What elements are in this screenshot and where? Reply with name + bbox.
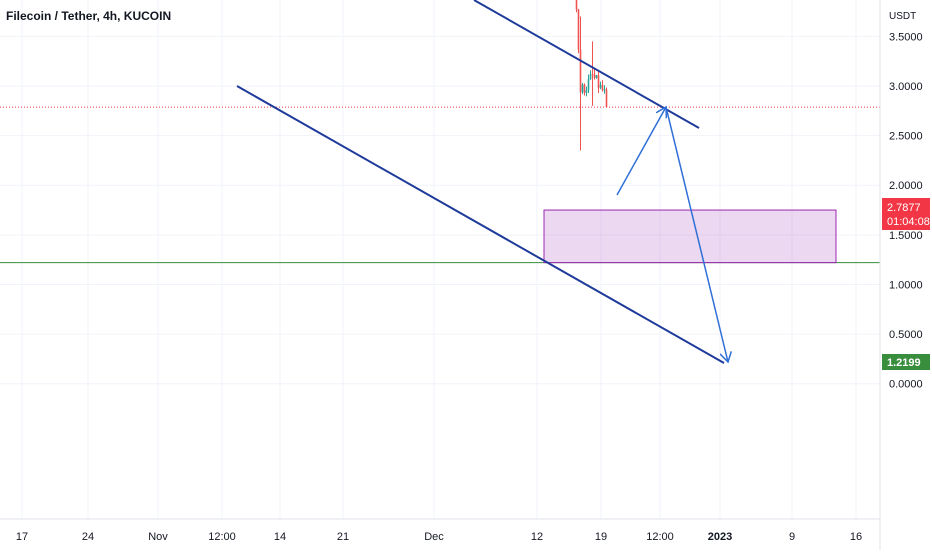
y-tick-label: 3.0000 [889,81,923,93]
y-tick-label: 2.5000 [889,131,923,143]
x-tick-label: Nov [148,531,168,543]
grid [0,0,880,519]
x-tick-label: 17 [16,531,28,543]
candle-body [605,89,608,108]
x-tick-label: 12 [531,531,543,543]
y-tick-label: 1.5000 [889,230,923,242]
candle-body [597,75,600,88]
time-axis[interactable]: 17 24 Nov 12:00 14 21 Dec 12 19 12:00 2023 9 16 [16,531,862,543]
candle-body [585,90,588,93]
countdown-label: 01:04:08 [887,216,930,228]
candle-body [595,75,598,78]
y-unit-label: USDT [889,11,916,22]
y-tick-label: 2.0000 [889,180,923,192]
support-price-label: 1.2199 [887,357,921,369]
support-price-badge-bg [882,354,930,370]
y-tick-label: 1.0000 [889,279,923,291]
chart-title: Filecoin / Tether, 4h, KUCOIN [6,9,171,23]
current-price-badge-bg [882,198,930,230]
candle-body [581,84,584,93]
x-tick-label: 12:00 [646,531,674,543]
candle-body [579,49,582,93]
x-tick-label: 21 [337,531,349,543]
candle-body [601,84,604,91]
x-tick-label: 2023 [708,531,732,543]
channel-lower-line [236,85,725,364]
support-price-badge: 1.2199 [882,354,930,370]
candle-body [603,89,606,91]
x-tick-label: Dec [424,531,444,543]
candle-body [587,79,590,91]
y-tick-label: 3.5000 [889,31,923,43]
y-tick-label: 0.0000 [889,379,923,391]
candle-body [583,84,586,93]
y-tick-label: 0.5000 [889,329,923,341]
drawings [236,0,837,364]
candle-body [575,0,578,10]
candle-body [589,74,592,80]
candle-body [599,84,602,88]
current-price-label: 2.7877 [887,202,921,214]
x-tick-label: 16 [850,531,862,543]
x-tick-label: 14 [274,531,286,543]
target-zone [543,209,837,264]
candle-body [593,74,596,78]
projection-up-arrow [616,107,666,196]
x-tick-label: 19 [595,531,607,543]
price-axis[interactable]: 4.50004.00003.50003.00002.50002.00001.50… [889,0,923,391]
candle-body [577,9,580,50]
candle-body [591,74,594,76]
current-price-badge: 2.7877 01:04:08 [882,198,930,230]
x-tick-label: 12:00 [208,531,236,543]
candles [575,0,608,151]
projection-down-arrow [665,106,728,362]
x-tick-label: 9 [789,531,795,543]
x-tick-label: 24 [82,531,94,543]
